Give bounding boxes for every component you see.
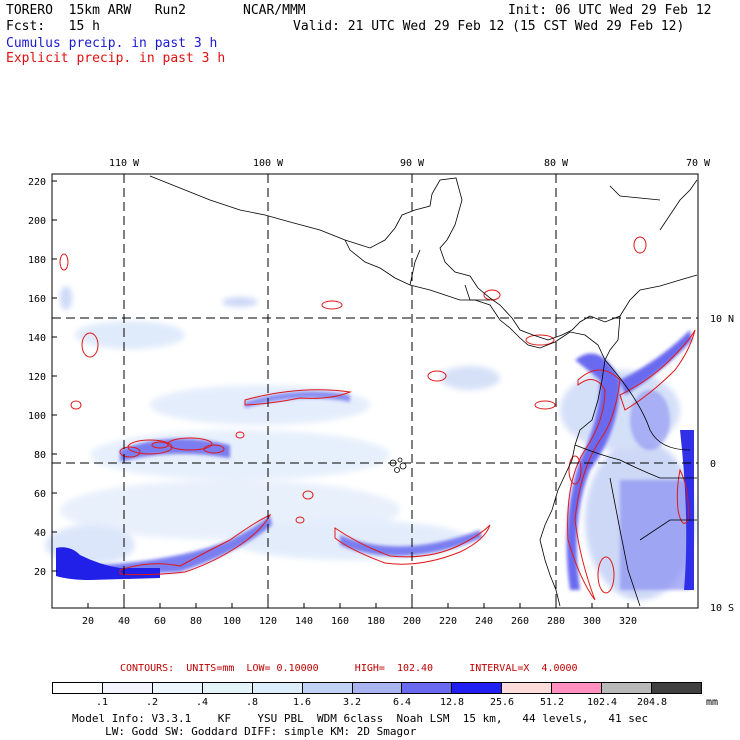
x-tick-label: 20 — [82, 616, 94, 627]
contour-info: CONTOURS: UNITS=mm LOW= 0.10000 HIGH= 10… — [120, 663, 578, 674]
colorbar — [52, 682, 702, 694]
x-tick-label: 140 — [295, 616, 313, 627]
colorbar-label: 1.6 — [292, 697, 312, 708]
colorbar-label: .1 — [95, 697, 109, 708]
colorbar-swatch — [602, 683, 653, 693]
lon-label: 70 W — [686, 158, 711, 169]
colorbar-swatch — [552, 683, 603, 693]
center-name: NCAR/MMM — [243, 3, 306, 18]
legend-cumulus: Cumulus precip. in past 3 h — [6, 36, 218, 51]
colorbar-label: 51.2 — [539, 697, 565, 708]
colorbar-swatch — [202, 683, 253, 693]
physics-info: LW: Godd SW: Goddard DIFF: simple KM: 2D… — [72, 725, 417, 738]
colorbar-label: .4 — [195, 697, 209, 708]
colorbar-swatch — [502, 683, 553, 693]
x-tick-label: 160 — [331, 616, 349, 627]
x-tick-label: 120 — [259, 616, 277, 627]
y-tick-label: 40 — [34, 528, 46, 539]
y-tick-label: 100 — [28, 411, 46, 422]
init-time: Init: 06 UTC Wed 29 Feb 12 — [508, 3, 712, 18]
x-tick-label: 300 — [583, 616, 601, 627]
colorbar-labels: .1 .2 .4 .8 1.6 3.2 6.4 12.8 25.6 51.2 1… — [52, 697, 702, 709]
map-frame — [51, 173, 699, 609]
colorbar-swatch — [452, 683, 503, 693]
colorbar-swatch — [53, 683, 103, 693]
colorbar-swatch — [252, 683, 303, 693]
y-tick-label: 20 — [34, 567, 46, 578]
y-tick-label: 160 — [28, 294, 46, 305]
x-axis: 20 40 60 80 100 120 140 160 180 200 220 … — [82, 603, 637, 627]
lon-label: 80 W — [544, 158, 569, 169]
model-info: Model Info: V3.3.1 KF YSU PBL WDM 6class… — [72, 712, 649, 725]
y-tick-label: 140 — [28, 333, 46, 344]
x-tick-label: 220 — [439, 616, 457, 627]
y-tick-label: 80 — [34, 450, 46, 461]
lon-label: 110 W — [109, 158, 140, 169]
forecast-hour: Fcst: 15 h — [6, 19, 100, 34]
latitude-labels: 10 N 0 10 S — [710, 314, 734, 614]
colorbar-label: 3.2 — [342, 697, 362, 708]
y-tick-label: 200 — [28, 216, 46, 227]
y-tick-label: 120 — [28, 372, 46, 383]
x-tick-label: 60 — [154, 616, 166, 627]
longitude-labels: 110 W 100 W 90 W 80 W 70 W — [109, 158, 711, 169]
heavy-precip — [56, 430, 694, 590]
x-tick-label: 200 — [403, 616, 421, 627]
model-title: TORERO 15km ARW Run2 — [6, 3, 187, 18]
colorbar-swatch — [352, 683, 403, 693]
valid-time: Valid: 21 UTC Wed 29 Feb 12 (15 CST Wed … — [293, 19, 685, 34]
colorbar-unit: mm — [706, 697, 719, 708]
colorbar-swatch — [302, 683, 353, 693]
lat-label: 10 S — [710, 603, 734, 614]
lat-label: 0 — [710, 459, 716, 470]
x-tick-label: 100 — [223, 616, 241, 627]
legend-explicit: Explicit precip. in past 3 h — [6, 51, 226, 66]
lon-label: 100 W — [253, 158, 284, 169]
colorbar-swatch — [652, 683, 701, 693]
x-tick-label: 280 — [547, 616, 565, 627]
coastlines — [149, 175, 698, 607]
graticule — [52, 174, 698, 608]
colorbar-swatch — [402, 683, 453, 693]
colorbar-label: 25.6 — [489, 697, 515, 708]
colorbar-swatch — [102, 683, 153, 693]
colorbar-label: .8 — [245, 697, 259, 708]
colorbar-swatch — [152, 683, 203, 693]
x-tick-label: 40 — [118, 616, 130, 627]
lat-label: 10 N — [710, 314, 734, 325]
y-axis: 220 200 180 160 140 120 100 80 60 40 20 — [28, 177, 57, 578]
y-tick-label: 220 — [28, 177, 46, 188]
x-tick-label: 80 — [190, 616, 202, 627]
y-tick-label: 60 — [34, 489, 46, 500]
y-tick-label: 180 — [28, 255, 46, 266]
lon-label: 90 W — [400, 158, 425, 169]
x-tick-label: 260 — [511, 616, 529, 627]
x-tick-label: 240 — [475, 616, 493, 627]
explicit-precip-contours — [59, 236, 696, 601]
colorbar-label: .2 — [145, 697, 159, 708]
x-tick-label: 320 — [619, 616, 637, 627]
x-tick-label: 180 — [367, 616, 385, 627]
colorbar-label: 6.4 — [392, 697, 412, 708]
colorbar-label: 102.4 — [586, 697, 618, 708]
colorbar-label: 12.8 — [439, 697, 465, 708]
colorbar-label: 204.8 — [636, 697, 668, 708]
